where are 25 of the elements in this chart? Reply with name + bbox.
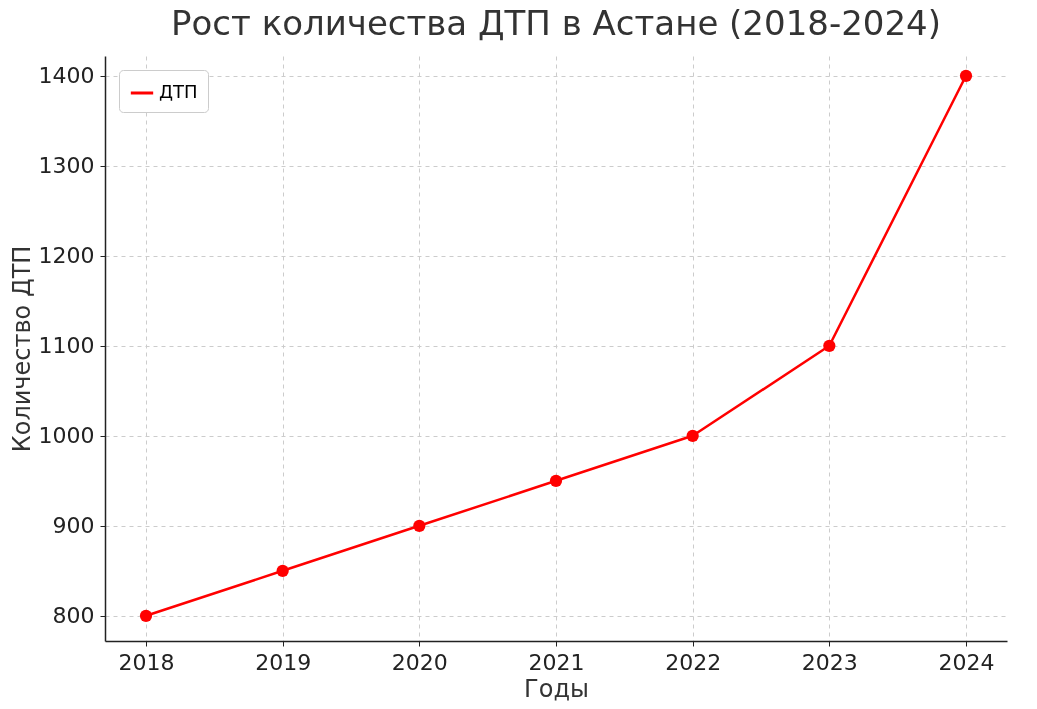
point (413, 519, 426, 532)
x-tick-label: 2021 (528, 649, 585, 675)
y-tick-label: 1000 (38, 423, 95, 449)
y-tick-label: 900 (52, 513, 95, 539)
y-axis-title: Количество ДТП (7, 245, 36, 453)
y-tick-label: 1200 (38, 243, 95, 269)
x-tick-label: 2018 (118, 649, 175, 675)
x-tick-label: 2024 (938, 649, 995, 675)
y-tick-label: 1300 (38, 153, 95, 179)
y-tick-label: 800 (52, 603, 95, 629)
point (139, 609, 153, 622)
point (549, 474, 563, 487)
point (959, 69, 973, 82)
y-tick-label: 1100 (38, 333, 95, 359)
chart-title: Рост количества ДТП в Астане (2018-2024) (171, 3, 941, 43)
x-tick-label: 2019 (255, 649, 312, 675)
point (686, 429, 699, 442)
point (823, 339, 836, 352)
x-tick-label: 2020 (391, 649, 448, 675)
x-axis-title: Годы (524, 674, 589, 703)
y-tick-label: 1400 (38, 63, 95, 89)
point (276, 564, 289, 577)
x-tick-label: 2022 (665, 649, 722, 675)
x-tick-label: 2023 (801, 649, 858, 675)
legend-label: ДТП (159, 81, 198, 102)
